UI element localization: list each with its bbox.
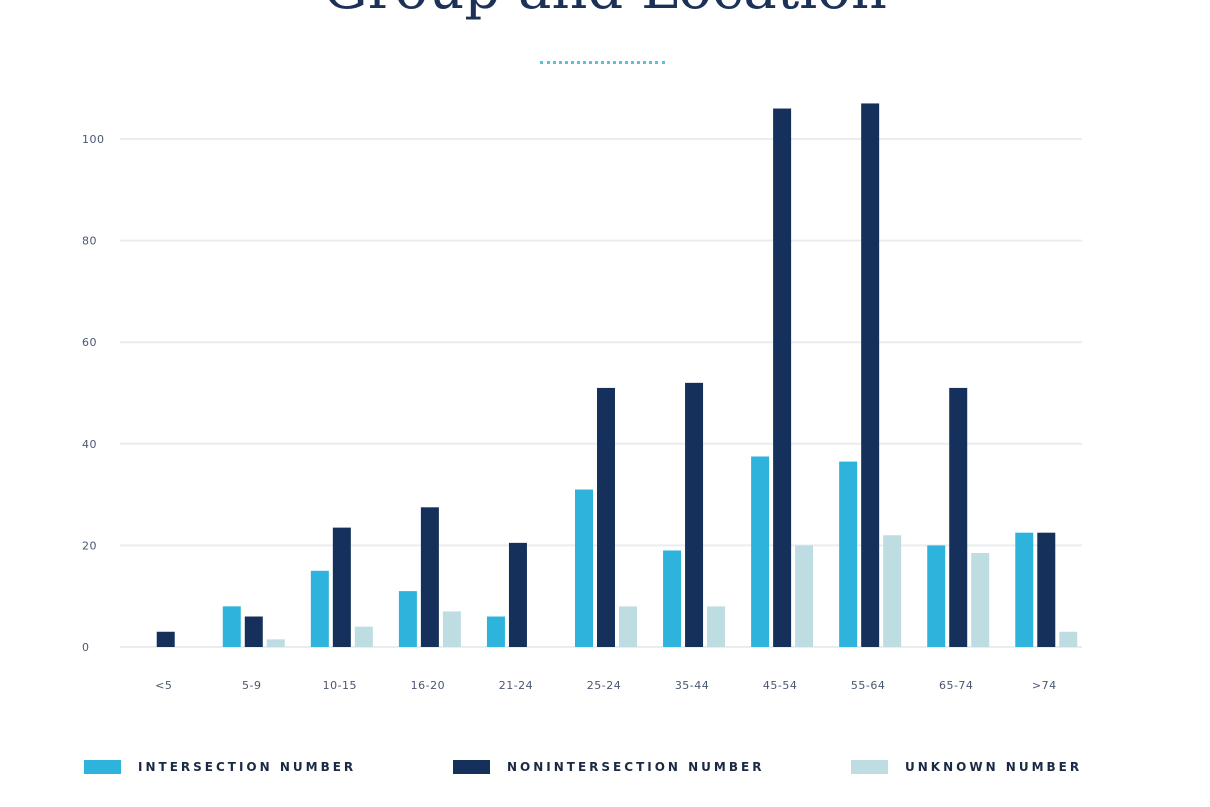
bar-intersection-10-15 — [310, 570, 329, 647]
bar-nonintersection-over-74 — [1037, 532, 1056, 647]
bar-intersection-16-20 — [398, 591, 417, 647]
legend-label: UNKNOWN NUMBER — [905, 760, 1083, 774]
bars — [156, 103, 1078, 647]
bar-intersection-65-74 — [927, 545, 946, 647]
x-tick-label: 65-74 — [939, 679, 973, 692]
bar-unknown-55-64 — [883, 535, 902, 647]
bar-unknown-45-54 — [795, 545, 814, 647]
legend-swatch — [851, 760, 888, 774]
bar-intersection-5-9 — [222, 606, 241, 647]
bar-unknown-10-15 — [354, 626, 373, 647]
y-axis-tick-labels: 0 20 40 60 80 100 — [82, 133, 105, 654]
bar-nonintersection-10-15 — [332, 527, 351, 647]
bar-intersection-21-24 — [486, 616, 505, 647]
bar-intersection-over-74 — [1015, 532, 1034, 647]
bar-unknown-over-74 — [1059, 631, 1078, 647]
legend-item-intersection: INTERSECTION NUMBER — [84, 760, 356, 774]
x-tick-label: 16-20 — [411, 679, 445, 692]
x-tick-label: >74 — [1032, 679, 1057, 692]
bar-nonintersection-16-20 — [420, 507, 439, 647]
bar-nonintersection-55-64 — [861, 103, 880, 647]
y-tick-label: 100 — [82, 133, 105, 146]
bar-nonintersection-45-54 — [773, 108, 792, 647]
legend-swatch — [84, 760, 121, 774]
x-tick-label: 21-24 — [499, 679, 533, 692]
y-tick-label: 40 — [82, 438, 97, 451]
x-tick-label: 55-64 — [851, 679, 885, 692]
bar-unknown-65-74 — [971, 553, 990, 647]
y-tick-label: 60 — [82, 336, 97, 349]
x-tick-label: <5 — [155, 679, 172, 692]
legend-swatch — [453, 760, 490, 774]
bar-unknown-25-24 — [619, 606, 637, 647]
bar-nonintersection-5-9 — [244, 616, 263, 647]
bar-nonintersection-25-24 — [597, 387, 615, 647]
bar-nonintersection-35-44 — [685, 382, 704, 647]
x-tick-label: 35-44 — [675, 679, 709, 692]
bar-intersection-55-64 — [839, 461, 858, 647]
bar-nonintersection-under-5 — [156, 631, 175, 647]
x-tick-label: 25-24 — [587, 679, 621, 692]
legend-label: NONINTERSECTION NUMBER — [507, 760, 765, 774]
legend-label: INTERSECTION NUMBER — [138, 760, 357, 774]
bar-nonintersection-21-24 — [508, 542, 527, 647]
y-tick-label: 80 — [82, 235, 97, 248]
y-tick-label: 20 — [82, 539, 97, 552]
chart-title: Group and Location — [0, 0, 1210, 18]
x-tick-label: 45-54 — [763, 679, 797, 692]
x-tick-label: 10-15 — [323, 679, 357, 692]
legend: INTERSECTION NUMBER NONINTERSECTION NUMBE… — [0, 760, 1210, 790]
legend-item-unknown: UNKNOWN NUMBER — [851, 760, 1082, 774]
x-tick-label: 5-9 — [242, 679, 261, 692]
legend-item-nonintersection: NONINTERSECTION NUMBER — [453, 760, 764, 774]
bar-intersection-25-24 — [575, 489, 593, 647]
bar-unknown-5-9 — [266, 639, 285, 647]
bar-unknown-16-20 — [442, 611, 461, 647]
x-axis-tick-labels: <5 5-9 10-15 16-20 21-24 25-24 35-44 45-54 55-64… — [155, 679, 1057, 692]
bar-intersection-45-54 — [751, 456, 770, 647]
title-divider — [540, 61, 665, 64]
bar-nonintersection-65-74 — [949, 387, 968, 647]
bar-intersection-35-44 — [663, 550, 682, 647]
bar-unknown-35-44 — [707, 606, 726, 647]
y-tick-label: 0 — [82, 641, 90, 654]
